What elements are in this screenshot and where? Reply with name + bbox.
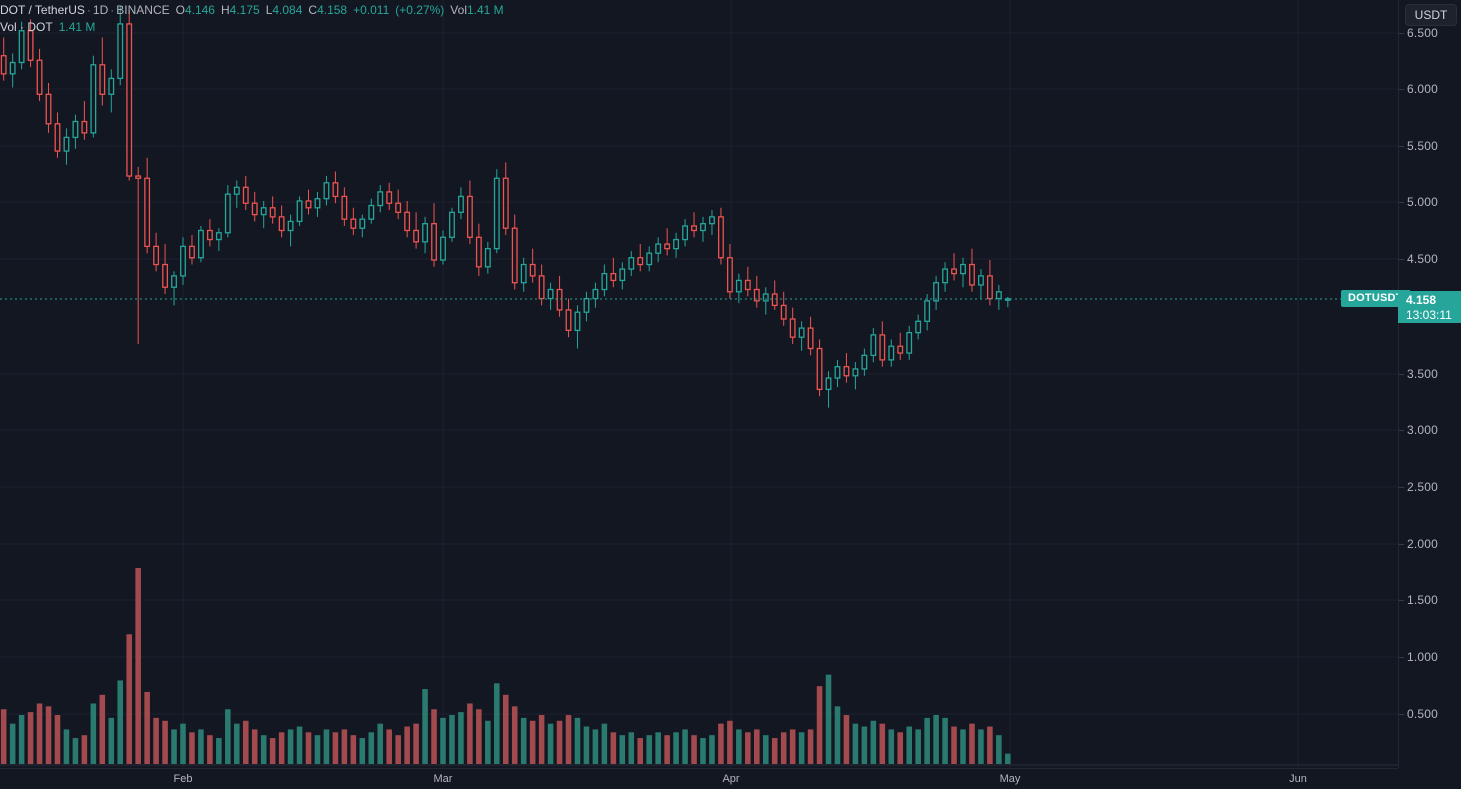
price-tick-mark	[1399, 487, 1404, 488]
price-tick-6-500: 6.500	[1399, 26, 1439, 40]
price-tick-4-500: 4.500	[1399, 252, 1439, 266]
price-tick-label: 1.000	[1407, 650, 1439, 664]
currency-button[interactable]: USDT	[1405, 4, 1457, 26]
time-tick-feb: Feb	[173, 773, 193, 785]
price-axis[interactable]: USDT 6.500 6.000 5.500 5.000 4.500 3.500 3.000…	[1398, 0, 1461, 768]
price-tick-mark	[1399, 33, 1404, 34]
price-tick-mark	[1399, 259, 1404, 260]
price-tick-mark	[1399, 146, 1404, 147]
price-tick-1-500: 1.500	[1399, 593, 1439, 607]
current-price-value: 4.158	[1406, 293, 1437, 307]
chart-plot-area[interactable]	[0, 0, 1398, 768]
price-tick-mark	[1399, 89, 1404, 90]
bar-countdown: 13:03:11	[1406, 308, 1452, 322]
time-tick-mar: Mar	[433, 773, 453, 785]
price-tick-3-500: 3.500	[1399, 367, 1439, 381]
price-tick-label: 5.500	[1407, 139, 1439, 153]
current-price-badge[interactable]: 4.158 13:03:11	[1398, 291, 1461, 323]
price-tick-label: 3.000	[1407, 423, 1439, 437]
price-tick-6-000: 6.000	[1399, 82, 1439, 96]
price-tick-3-000: 3.000	[1399, 423, 1439, 437]
price-tick-label: 6.000	[1407, 82, 1439, 96]
price-tick-label: 4.500	[1407, 252, 1439, 266]
price-tick-mark	[1399, 714, 1404, 715]
price-tick-mark	[1399, 600, 1404, 601]
price-tick-mark	[1399, 374, 1404, 375]
time-axis[interactable]: Feb Mar Apr May Jun	[0, 768, 1398, 789]
time-tick-may: May	[999, 773, 1021, 785]
price-tick-label: 5.000	[1407, 195, 1439, 209]
time-tick-jun: Jun	[1289, 773, 1307, 785]
price-tick-label: 6.500	[1407, 26, 1439, 40]
chart-gridlines	[0, 0, 1398, 768]
price-tick-label: 2.000	[1407, 537, 1439, 551]
price-tick-2-500: 2.500	[1399, 480, 1439, 494]
price-tick-label: 0.500	[1407, 707, 1439, 721]
current-symbol-tag: DOTUSDT	[1341, 290, 1410, 307]
price-tick-label: 2.500	[1407, 480, 1439, 494]
candlestick-series	[0, 5, 1398, 764]
price-tick-0-500: 0.500	[1399, 707, 1439, 721]
price-tick-mark	[1399, 430, 1404, 431]
price-tick-5-500: 5.500	[1399, 139, 1439, 153]
price-tick-mark	[1399, 544, 1404, 545]
price-tick-label: 1.500	[1407, 593, 1439, 607]
price-tick-mark	[1399, 202, 1404, 203]
price-tick-mark	[1399, 657, 1404, 658]
price-tick-1-000: 1.000	[1399, 650, 1439, 664]
price-tick-5-000: 5.000	[1399, 195, 1439, 209]
price-tick-label: 3.500	[1407, 367, 1439, 381]
time-tick-apr: Apr	[722, 773, 740, 785]
price-tick-2-000: 2.000	[1399, 537, 1439, 551]
